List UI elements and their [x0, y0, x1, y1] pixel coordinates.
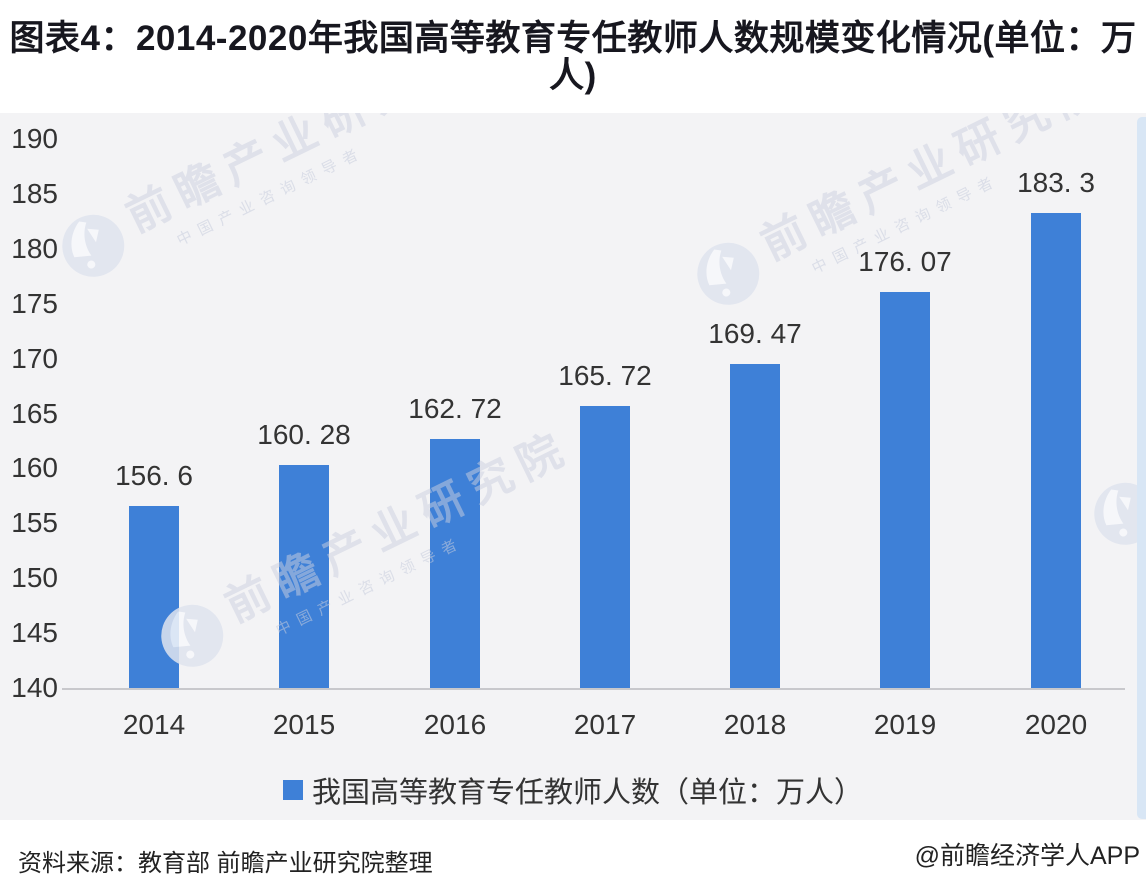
bar-2018 [730, 364, 780, 688]
bar-value-label: 162. 72 [408, 393, 502, 424]
footer: 资料来源：教育部 前瞻产业研究院整理 @前瞻经济学人APP [0, 820, 1146, 896]
x-axis-label-2016: 2016 [423, 709, 487, 740]
bar-value-label: 156. 6 [115, 460, 193, 491]
x-axis-label-2020: 2020 [1024, 709, 1088, 740]
watermark: 前瞻产业研究院 中国产业咨询领导者 [1077, 289, 1146, 566]
source-note: 资料来源：教育部 前瞻产业研究院整理 [18, 850, 433, 877]
bar-2014 [129, 506, 179, 688]
bar-2016 [430, 439, 480, 688]
watermark-texts: 前瞻产业研究院 中国产业咨询领导者 [114, 113, 492, 265]
x-axis-label-2017: 2017 [573, 709, 637, 740]
bar-2019 [880, 292, 930, 688]
chart-title-line1: 图表4：2014-2020年我国高等教育专任教师人数规模变化情况(单位：万 [9, 19, 1137, 58]
plot-area: 前瞻产业研究院 中国产业咨询领导者 前瞻产业研究院 中国产业咨询领导者 前瞻产业… [0, 113, 1146, 820]
bar-2015 [279, 465, 329, 688]
watermark-text: 前瞻产业研究院 [118, 113, 481, 242]
bar-value-label: 160. 28 [257, 419, 351, 450]
bar-2017 [580, 406, 630, 688]
x-axis-label-2015: 2015 [272, 709, 336, 740]
y-axis-tick-label: 185 [11, 178, 58, 209]
y-axis-tick-label: 160 [11, 452, 58, 483]
y-axis-tick-label: 180 [11, 233, 58, 264]
chart-title: 图表4：2014-2020年我国高等教育专任教师人数规模变化情况(单位：万 人) [0, 0, 1146, 113]
watermark: 前瞻产业研究院 中国产业咨询领导者 [45, 113, 491, 298]
y-axis-tick-label: 175 [11, 288, 58, 319]
y-axis-tick-label: 190 [11, 123, 58, 154]
watermark-subtext: 中国产业咨询领导者 [174, 143, 368, 250]
y-axis-tick-label: 170 [11, 343, 58, 374]
bar-value-label: 176. 07 [858, 246, 952, 277]
y-axis-tick-label: 150 [11, 562, 58, 593]
y-axis-tick-label: 165 [11, 398, 58, 429]
x-axis-label-2019: 2019 [873, 709, 937, 740]
watermark-logo-icon [697, 242, 760, 305]
bar-value-label: 183. 3 [1017, 167, 1095, 198]
y-axis-tick-label: 155 [11, 507, 58, 538]
bar-value-label: 169. 47 [708, 318, 802, 349]
watermark-logo-icon [62, 214, 125, 277]
right-edge-stripe [1137, 117, 1146, 819]
y-axis-tick-label: 145 [11, 617, 58, 648]
bar-2020 [1031, 213, 1081, 688]
brand-credit: @前瞻经济学人APP [914, 842, 1140, 870]
watermark: 前瞻产业研究院 中国产业咨询领导者 [144, 411, 590, 688]
x-axis-label-2014: 2014 [122, 709, 186, 740]
legend-swatch [282, 780, 303, 800]
x-axis-line [62, 688, 1125, 690]
legend: 我国高等教育专任教师人数（单位：万人） [0, 769, 1146, 811]
bar-value-label: 165. 72 [558, 360, 652, 391]
chart-title-line2: 人) [549, 56, 597, 95]
x-axis-label-2018: 2018 [723, 709, 787, 740]
y-axis-tick-label: 140 [11, 672, 58, 703]
legend-label: 我国高等教育专任教师人数（单位：万人） [311, 777, 863, 809]
